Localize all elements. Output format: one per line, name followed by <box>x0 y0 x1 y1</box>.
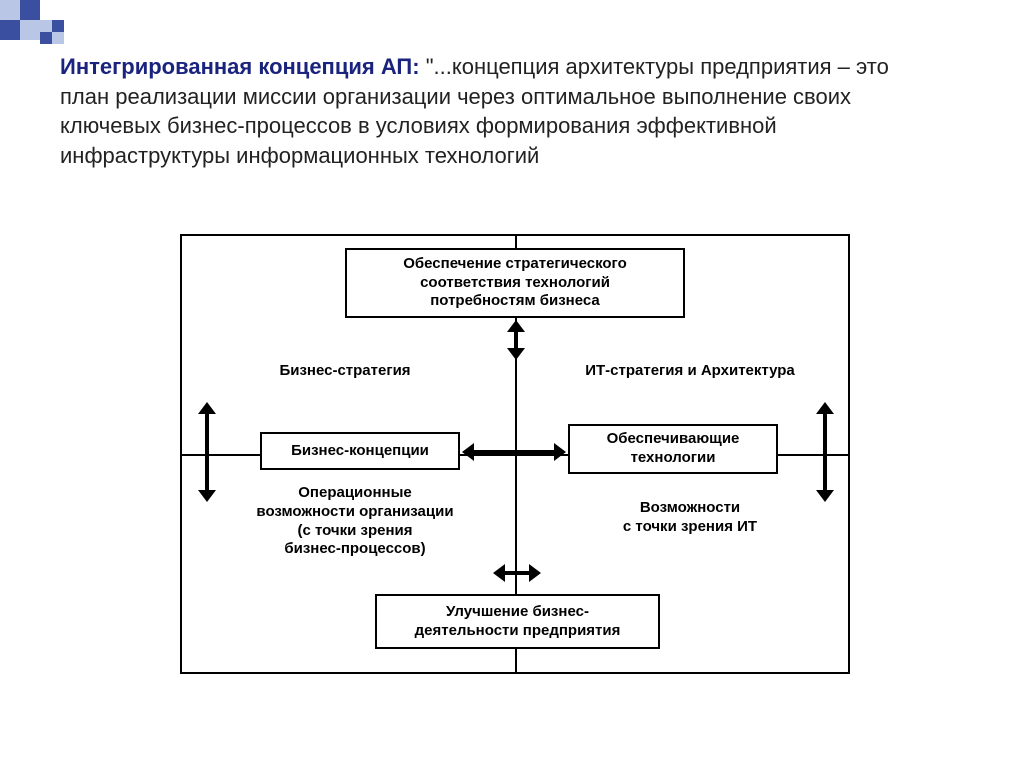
node-right: Обеспечивающие технологии <box>568 424 778 474</box>
deco-square <box>0 0 20 20</box>
quadrant-label-q3: Операционные возможности организации (с … <box>220 484 490 564</box>
deco-square <box>52 20 64 32</box>
deco-square <box>20 0 40 20</box>
quadrant-label-q1: Бизнес-стратегия <box>235 362 455 384</box>
deco-square <box>0 20 20 40</box>
quadrant-diagram: Бизнес-стратегия ИТ-стратегия и Архитекту… <box>180 234 850 674</box>
arrow-a-left-outer <box>198 402 216 502</box>
arrow-a-top-center <box>507 320 525 360</box>
arrow-a-bottom-center <box>493 564 541 582</box>
node-left: Бизнес-концепции <box>260 432 460 470</box>
arrow-a-right-outer <box>816 402 834 502</box>
deco-square <box>40 20 52 32</box>
quadrant-label-q2: ИТ-стратегия и Архитектура <box>545 362 835 384</box>
deco-square <box>52 32 64 44</box>
deco-square <box>40 32 52 44</box>
slide-title-block: Интегрированная концепция АП: "...концеп… <box>60 52 940 171</box>
quadrant-label-q4: Возможности с точки зрения ИТ <box>575 499 805 543</box>
slide-corner-decoration <box>0 0 90 60</box>
arrow-a-mid-between <box>462 443 566 461</box>
node-bottom: Улучшение бизнес- деятельности предприят… <box>375 594 660 649</box>
deco-square <box>20 20 40 40</box>
node-top: Обеспечение стратегического соответствия… <box>345 248 685 318</box>
title-lead: Интегрированная концепция АП: <box>60 54 426 79</box>
